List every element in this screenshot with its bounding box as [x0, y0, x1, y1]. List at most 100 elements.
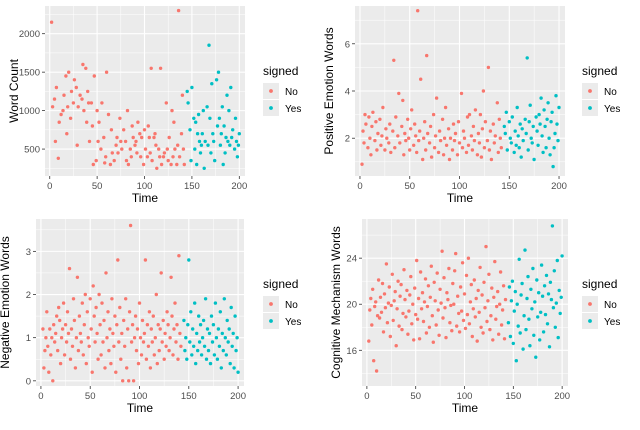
data-point-yes [518, 331, 522, 335]
data-point-no [458, 285, 463, 289]
data-point-no [173, 147, 177, 151]
data-point-no [370, 124, 374, 129]
data-point-no [434, 323, 438, 327]
data-point-no [364, 122, 368, 126]
x-tick-label: 150 [184, 181, 200, 192]
data-point-no [167, 135, 171, 140]
x-tick-label: 100 [137, 181, 153, 192]
data-point-yes [557, 105, 561, 110]
data-point-no [434, 96, 439, 100]
data-point-no [133, 314, 138, 318]
data-point-yes [554, 301, 558, 305]
x-tick-label: 200 [230, 391, 246, 402]
data-point-no [128, 147, 132, 151]
data-point-yes [535, 129, 539, 133]
x-tick-label: 100 [457, 391, 473, 402]
data-point-no [61, 301, 66, 305]
data-point-yes [538, 122, 542, 126]
data-point-no [134, 348, 139, 353]
data-point-yes [195, 162, 199, 167]
data-point-yes [200, 336, 205, 340]
data-point-no [450, 148, 455, 152]
data-point-no [92, 314, 96, 318]
data-point-no [427, 325, 432, 329]
data-point-no [72, 318, 77, 323]
data-point-no [476, 288, 480, 293]
data-point-no [446, 297, 450, 302]
data-point-no [141, 162, 146, 167]
data-point-yes [517, 257, 521, 261]
data-point-no [381, 330, 386, 334]
data-point-no [116, 151, 120, 155]
data-point-yes [544, 146, 548, 150]
data-point-no [421, 319, 426, 324]
data-point-yes [541, 150, 545, 155]
data-point-no [416, 9, 420, 13]
data-point-no [447, 157, 452, 162]
data-point-no [368, 308, 372, 312]
data-point-no [151, 314, 155, 318]
data-point-no [486, 299, 490, 303]
data-point-no [449, 303, 453, 308]
data-point-no [392, 299, 396, 303]
data-point-yes [510, 279, 515, 283]
data-point-no [456, 294, 460, 298]
y-tick-label: 16 [346, 346, 357, 357]
data-point-yes [206, 143, 210, 147]
data-point-no [380, 281, 385, 286]
data-point-no [481, 89, 486, 93]
data-point-no [498, 302, 502, 306]
data-point-yes [214, 336, 219, 340]
data-point-no [412, 143, 416, 147]
data-point-no [384, 127, 388, 131]
data-point-no [170, 314, 174, 318]
data-point-no [483, 120, 488, 124]
data-point-no [51, 379, 55, 383]
data-point-yes [220, 105, 224, 109]
data-point-yes [555, 122, 559, 126]
data-point-no [142, 128, 147, 132]
data-point-no [153, 336, 157, 340]
data-point-no [102, 318, 106, 323]
data-point-no [442, 136, 447, 140]
data-point-no [417, 138, 421, 143]
data-point-no [122, 318, 126, 323]
data-point-yes [196, 112, 201, 117]
data-point-no [493, 259, 497, 264]
data-point-no [160, 340, 164, 344]
data-point-no [62, 93, 66, 97]
data-point-no [159, 271, 163, 275]
data-point-no [69, 327, 74, 331]
data-point-no [472, 278, 476, 282]
data-point-no [150, 158, 154, 163]
chart-panel-3: 0 50 100 150 200 0 1 2 3 Time Negative Emotion Wor… [0, 219, 301, 415]
data-point-no [87, 344, 91, 348]
data-point-no [161, 318, 165, 323]
data-point-no [401, 98, 405, 103]
data-point-no [453, 269, 457, 273]
data-point-no [463, 326, 468, 331]
data-point-no [100, 301, 104, 305]
data-point-yes [527, 120, 531, 124]
data-point-yes [543, 124, 547, 129]
data-point-yes [232, 366, 236, 370]
data-point-yes [508, 334, 513, 339]
data-point-yes [516, 134, 520, 138]
data-point-no [452, 302, 456, 306]
data-point-yes [539, 263, 544, 267]
data-point-no [57, 120, 61, 124]
data-point-no [438, 138, 443, 143]
data-point-yes [516, 324, 520, 328]
data-point-no [387, 285, 391, 289]
data-point-no [176, 143, 180, 147]
data-point-no [138, 132, 142, 136]
data-point-no [54, 85, 59, 90]
data-point-no [407, 136, 411, 140]
y-tick-label: 0 [26, 376, 31, 387]
data-point-no [471, 307, 475, 311]
data-point-no [96, 357, 100, 361]
data-point-yes [226, 139, 230, 144]
data-point-yes [229, 305, 233, 310]
data-point-no [79, 340, 84, 344]
